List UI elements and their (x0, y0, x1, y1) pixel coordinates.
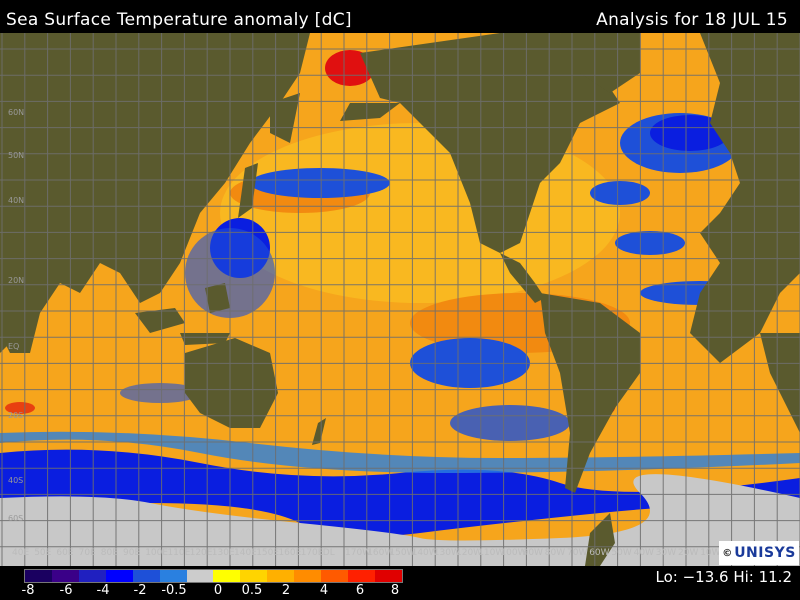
land-masses (0, 33, 800, 566)
longitude-label: 70W (567, 548, 587, 558)
longitude-label: 90E (123, 548, 140, 558)
scale-swatch (267, 570, 295, 582)
longitude-label: 130W (434, 548, 460, 558)
longitude-label: 20W (678, 548, 698, 558)
scale-swatch (51, 570, 79, 582)
legend-bar: -8 -6 -4 -2 -0.5 0 0.5 2 4 6 8 Lo: −13.6 Hi: 11.2 (0, 566, 800, 600)
longitude-labels: 40E 50E 60E 70E 80E 90E 100E 110E 120E 130E 140E 15… (12, 548, 721, 558)
scale-tick-label: -2 (133, 583, 147, 598)
latitude-label: 20N (8, 276, 24, 285)
longitude-label: 10W (700, 548, 720, 558)
longitude-label: 110W (478, 548, 504, 558)
analysis-date: Analysis for 18 JUL 15 (596, 10, 788, 30)
scale-swatch (105, 570, 133, 582)
title-bar: Sea Surface Temperature anomaly [dC] Ana… (0, 0, 800, 33)
longitude-label: 160W (367, 548, 393, 558)
latitude-label: 40N (8, 196, 24, 205)
longitude-label: 100E (145, 548, 168, 558)
scale-swatch (321, 570, 349, 582)
longitude-label: 150E (256, 548, 279, 558)
scale-swatch (213, 570, 241, 582)
latitude-label: 60N (8, 108, 24, 117)
scale-tick-label: 0.5 (241, 583, 263, 598)
longitude-label: 80W (545, 548, 565, 558)
asia-landmass (0, 33, 310, 353)
longitude-label: 170E (301, 548, 324, 558)
unisys-logo: © UNISYS (719, 541, 799, 565)
longitude-label: 100W (500, 548, 526, 558)
north-america-landmass (360, 33, 620, 253)
scale-swatch (348, 570, 375, 582)
scale-swatch (374, 570, 402, 582)
longitude-label: 140W (412, 548, 438, 558)
scale-tick-label: -6 (59, 583, 73, 598)
graticule (0, 33, 800, 566)
longitude-label: 110E (167, 548, 190, 558)
new-zealand-landmass (312, 418, 326, 445)
scale-swatch (240, 570, 268, 582)
scale-swatch (78, 570, 106, 582)
longitude-label: 140E (234, 548, 257, 558)
longitude-label: 130E (212, 548, 235, 558)
longitude-label: 70E (79, 548, 96, 558)
scale-tick-label: 8 (390, 583, 400, 598)
scale-swatch (294, 570, 322, 582)
lo-hi-stats: Lo: −13.6 Hi: 11.2 (655, 568, 793, 586)
scale-tick-label: 4 (319, 583, 329, 598)
latitude-label: 60S (8, 514, 23, 523)
scale-swatch (25, 570, 52, 582)
latitude-label: 20S (8, 411, 23, 420)
map-canvas: 60N 50N 40N 20N EQ 20S 40S 60S 40E 50E 60E 70E 80E 9… (0, 33, 800, 566)
color-scale (24, 569, 403, 583)
scale-tick-label: -0.5 (161, 583, 187, 598)
scale-swatch (159, 570, 187, 582)
copyright-mark: © (722, 547, 733, 559)
longitude-label: 90W (523, 548, 543, 558)
latitude-label: 50N (8, 151, 24, 160)
latitude-label: EQ (8, 342, 19, 351)
latitude-label: 40S (8, 476, 23, 485)
scale-tick-label: -8 (21, 583, 35, 598)
greenland-landmass (560, 33, 640, 93)
sst-anomaly-map: 60N 50N 40N 20N EQ 20S 40S 60S 40E 50E 60E 70E 80E 9… (0, 33, 800, 566)
europe-africa-landmass (690, 33, 800, 363)
longitude-label: 120W (456, 548, 482, 558)
antarctic-peninsula (585, 513, 615, 566)
longitude-label: 40E (12, 548, 29, 558)
longitude-label: 50W (611, 548, 631, 558)
longitude-label: 60W (589, 548, 609, 558)
longitude-label: 60E (56, 548, 73, 558)
longitude-label: 150W (389, 548, 415, 558)
map-title: Sea Surface Temperature anomaly [dC] (6, 10, 352, 30)
longitude-label: 120E (190, 548, 213, 558)
south-america-landmass (540, 293, 640, 493)
africa-landmass (0, 193, 30, 353)
central-america-landmass (500, 253, 545, 303)
scale-tick-label: 2 (281, 583, 291, 598)
longitude-label: 170W (345, 548, 371, 558)
scale-tick-label: 0 (213, 583, 223, 598)
scale-swatch (186, 570, 214, 582)
latitude-labels: 60N 50N 40N 20N EQ 20S 40S 60S (8, 108, 24, 523)
longitude-label: 50E (34, 548, 51, 558)
scale-tick-label: 6 (355, 583, 365, 598)
longitude-label: 160E (278, 548, 301, 558)
logo-text: UNISYS (734, 545, 796, 561)
australia-landmass (185, 338, 278, 428)
longitude-label: DL (323, 548, 335, 558)
longitude-label: 80E (101, 548, 118, 558)
color-scale-labels: -8 -6 -4 -2 -0.5 0 0.5 2 4 6 8 (14, 583, 414, 599)
longitude-label: 30W (656, 548, 676, 558)
scale-tick-label: -4 (96, 583, 110, 598)
longitude-label: 40W (634, 548, 654, 558)
southern-cold-band (0, 449, 800, 537)
scale-swatch (132, 570, 160, 582)
